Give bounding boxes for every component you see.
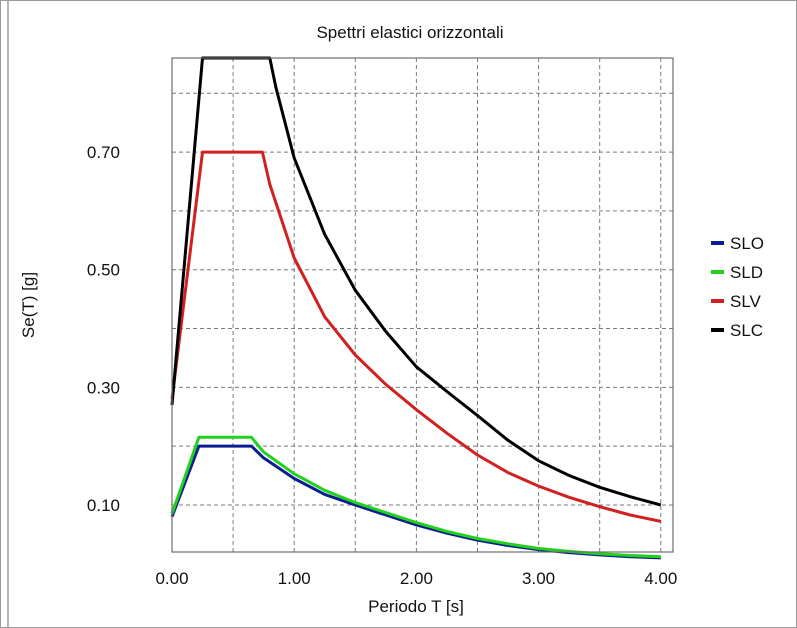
x-tick-label: 3.00	[522, 569, 555, 588]
y-tick-label: 0.10	[87, 496, 120, 515]
x-tick-label: 4.00	[644, 569, 677, 588]
legend-label-slo: SLO	[730, 234, 764, 253]
window-edge	[7, 1, 9, 627]
series-line-sld	[170, 435, 661, 559]
grid	[172, 58, 673, 552]
plot-area	[171, 57, 674, 553]
y-tick-label: 0.70	[87, 143, 120, 162]
x-tick-label: 1.00	[278, 569, 311, 588]
y-axis-label: Se(T) [g]	[19, 272, 38, 338]
legend: SLO SLD SLV SLC	[711, 234, 764, 340]
series-line-slc	[170, 56, 662, 507]
tick-labels: 0.00 1.00 2.00 3.00 4.00 0.10 0.30 0.50 0.70	[87, 143, 677, 588]
series-layer	[170, 56, 662, 560]
x-axis-label: Periodo T [s]	[368, 597, 464, 616]
y-tick-label: 0.30	[87, 378, 120, 397]
legend-label-slc: SLC	[730, 321, 763, 340]
chart-title: Spettri elastici orizzontali	[316, 23, 503, 42]
x-tick-label: 2.00	[400, 569, 433, 588]
legend-label-sld: SLD	[730, 263, 763, 282]
series-line-slv	[170, 150, 662, 523]
x-tick-label: 0.00	[155, 569, 188, 588]
legend-label-slv: SLV	[730, 292, 762, 311]
y-tick-label: 0.50	[87, 261, 120, 280]
